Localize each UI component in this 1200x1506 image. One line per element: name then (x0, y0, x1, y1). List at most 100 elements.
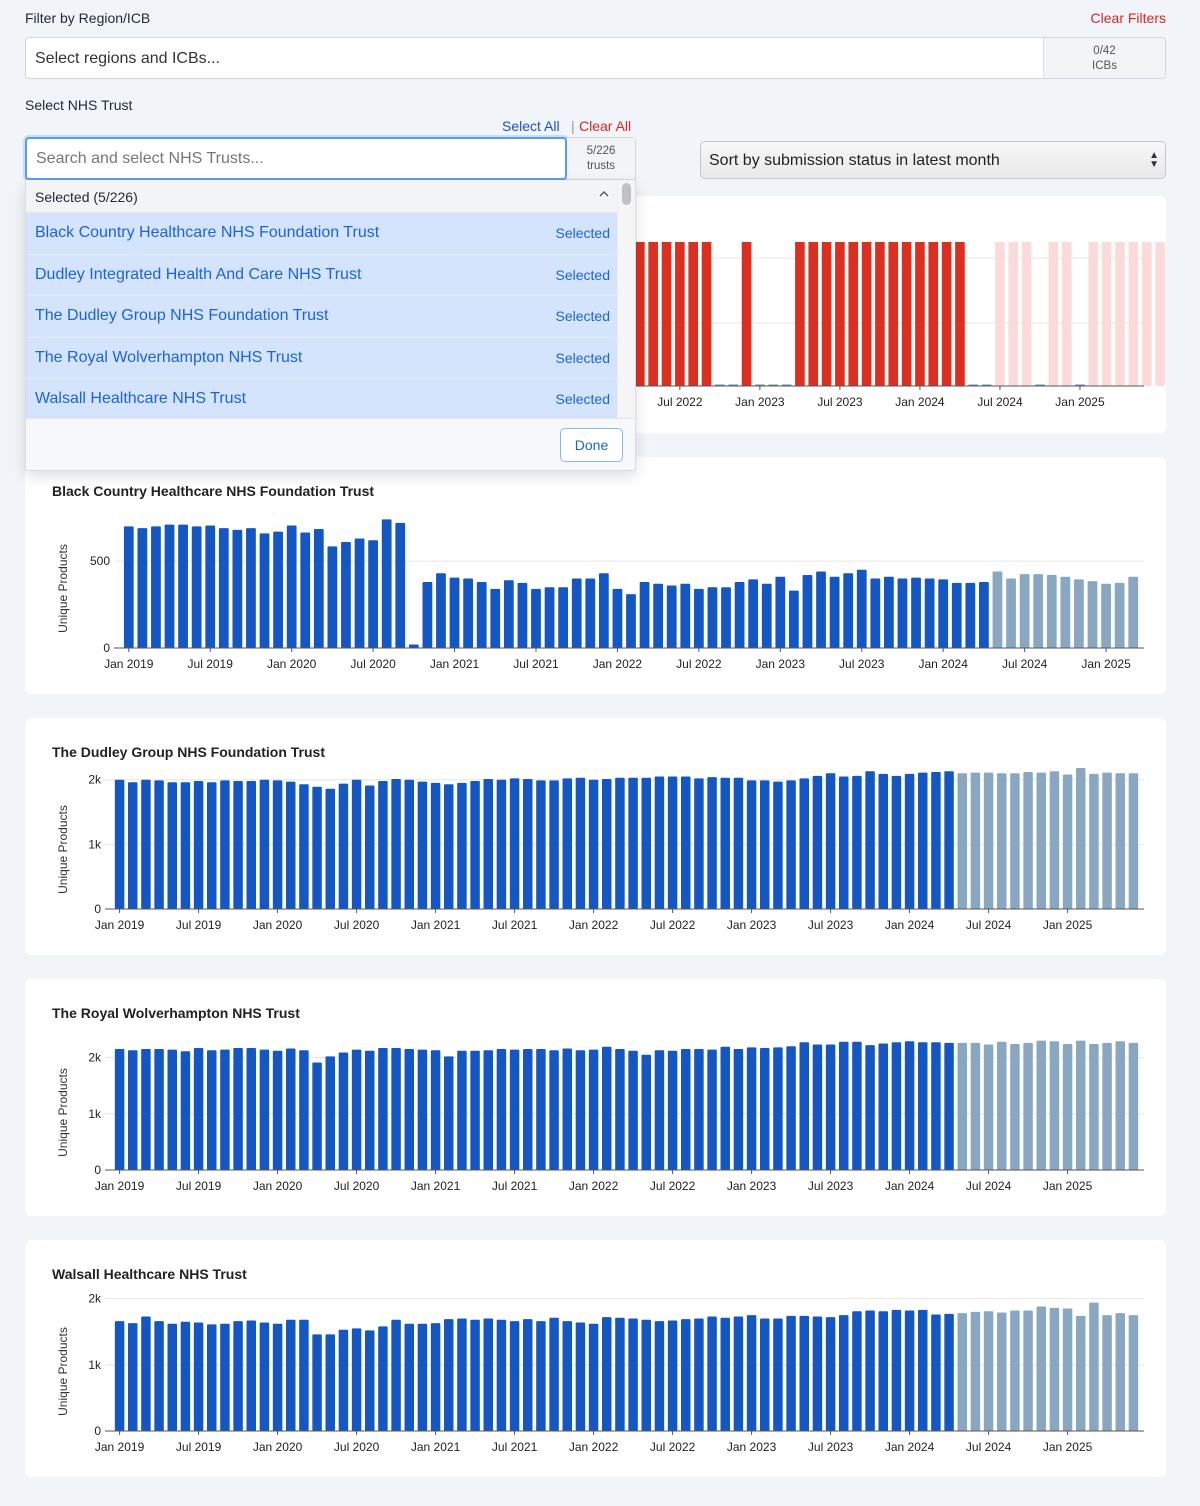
bar-submitted[interactable] (417, 1049, 428, 1171)
bar-submitted[interactable] (812, 1044, 823, 1170)
bar-submitted[interactable] (746, 1315, 757, 1431)
bar-submitted[interactable] (523, 1049, 533, 1170)
bar-forecast[interactable] (1115, 1313, 1125, 1431)
bar-submitted[interactable] (575, 1322, 586, 1431)
bar-submitted[interactable] (178, 524, 188, 648)
bar-submitted[interactable] (207, 1324, 217, 1431)
bar-not-submitted[interactable] (1008, 242, 1019, 386)
bar-not-submitted[interactable] (1155, 242, 1165, 386)
bar-submitted[interactable] (799, 1042, 809, 1170)
bar-submitted[interactable] (773, 1318, 783, 1431)
bar-submitted[interactable] (681, 1319, 691, 1431)
bar-submitted[interactable] (734, 581, 745, 648)
sort-select[interactable]: Sort by submission status in latest mont… (700, 141, 1166, 179)
bar-forecast[interactable] (1115, 1041, 1125, 1170)
bar-submitted[interactable] (856, 569, 867, 648)
bar-not-submitted[interactable] (1021, 242, 1032, 386)
bar-submitted[interactable] (693, 588, 704, 648)
bar-submitted[interactable] (444, 1319, 454, 1431)
bar-submitted[interactable] (598, 573, 609, 648)
bar-submitted[interactable] (944, 1313, 954, 1431)
bar-submitted[interactable] (395, 522, 406, 648)
bar-submitted[interactable] (667, 1320, 678, 1431)
bar-submitted[interactable] (378, 780, 388, 909)
bar-submitted[interactable] (728, 384, 738, 387)
bar-submitted[interactable] (829, 576, 840, 648)
bar-not-submitted[interactable] (1048, 242, 1059, 386)
bar-submitted[interactable] (299, 1050, 309, 1170)
bar-submitted[interactable] (536, 1049, 546, 1170)
bar-submitted[interactable] (404, 1323, 414, 1431)
bar-submitted[interactable] (123, 526, 134, 649)
bar-submitted[interactable] (191, 526, 202, 649)
bar-submitted[interactable] (272, 1050, 283, 1170)
bar-submitted[interactable] (536, 1321, 546, 1431)
bar-submitted[interactable] (720, 1317, 730, 1431)
bar-submitted[interactable] (915, 242, 925, 386)
bar-submitted[interactable] (938, 579, 949, 648)
bar-submitted[interactable] (802, 575, 813, 648)
bar-submitted[interactable] (865, 1045, 875, 1171)
selected-group-header[interactable]: Selected (5/226) (26, 180, 619, 213)
bar-submitted[interactable] (430, 1050, 441, 1170)
bar-submitted[interactable] (835, 242, 845, 386)
bar-forecast[interactable] (1102, 772, 1112, 909)
bar-submitted[interactable] (681, 1049, 691, 1170)
bar-submitted[interactable] (391, 779, 401, 909)
bar-submitted[interactable] (378, 1047, 388, 1170)
bar-forecast[interactable] (1076, 768, 1086, 909)
bar-submitted[interactable] (365, 1050, 375, 1170)
bar-submitted[interactable] (761, 583, 772, 648)
bar-submitted[interactable] (626, 594, 636, 648)
dropdown-scrollbar[interactable] (617, 180, 635, 418)
bar-submitted[interactable] (760, 780, 770, 909)
bar-submitted[interactable] (259, 533, 270, 648)
bar-forecast[interactable] (1036, 772, 1046, 909)
bar-submitted[interactable] (457, 782, 467, 909)
bar-submitted[interactable] (272, 1323, 283, 1431)
bar-forecast[interactable] (997, 1312, 1007, 1431)
bar-submitted[interactable] (931, 1314, 941, 1432)
bar-not-submitted[interactable] (1141, 242, 1152, 386)
bar-not-submitted[interactable] (1035, 384, 1045, 387)
bar-submitted[interactable] (114, 779, 125, 909)
bar-submitted[interactable] (154, 780, 164, 909)
bar-submitted[interactable] (404, 779, 414, 909)
bar-submitted[interactable] (612, 588, 623, 648)
bar-submitted[interactable] (721, 587, 731, 648)
bar-submitted[interactable] (128, 1050, 138, 1170)
bar-submitted[interactable] (760, 1047, 770, 1170)
bar-submitted[interactable] (795, 242, 805, 386)
bar-submitted[interactable] (955, 242, 965, 386)
bar-not-submitted[interactable] (1088, 242, 1099, 386)
bar-forecast[interactable] (1046, 575, 1057, 648)
bar-submitted[interactable] (141, 1316, 151, 1431)
bar-submitted[interactable] (422, 581, 433, 648)
bar-submitted[interactable] (812, 1316, 823, 1431)
bar-submitted[interactable] (523, 1319, 533, 1431)
bar-submitted[interactable] (325, 1334, 335, 1431)
bar-submitted[interactable] (615, 1317, 625, 1431)
bar-forecast[interactable] (1102, 1315, 1112, 1431)
bar-submitted[interactable] (128, 1323, 138, 1431)
bar-not-submitted[interactable] (1075, 384, 1085, 387)
bar-submitted[interactable] (588, 1323, 599, 1431)
bar-submitted[interactable] (654, 1321, 665, 1431)
bar-submitted[interactable] (436, 573, 446, 648)
bar-submitted[interactable] (615, 1049, 625, 1170)
bar-submitted[interactable] (259, 779, 270, 909)
bar-submitted[interactable] (246, 528, 256, 648)
bar-submitted[interactable] (746, 780, 757, 909)
bar-submitted[interactable] (167, 1323, 177, 1431)
bar-submitted[interactable] (694, 778, 704, 909)
bar-submitted[interactable] (246, 780, 256, 909)
bar-not-submitted[interactable] (1101, 242, 1112, 386)
bar-submitted[interactable] (312, 1062, 322, 1170)
bar-submitted[interactable] (575, 777, 586, 909)
bar-submitted[interactable] (549, 1050, 559, 1170)
bar-submitted[interactable] (951, 582, 962, 648)
bar-submitted[interactable] (588, 779, 599, 909)
bar-forecast[interactable] (1060, 576, 1071, 648)
bar-submitted[interactable] (918, 1042, 928, 1170)
bar-submitted[interactable] (496, 1319, 507, 1431)
